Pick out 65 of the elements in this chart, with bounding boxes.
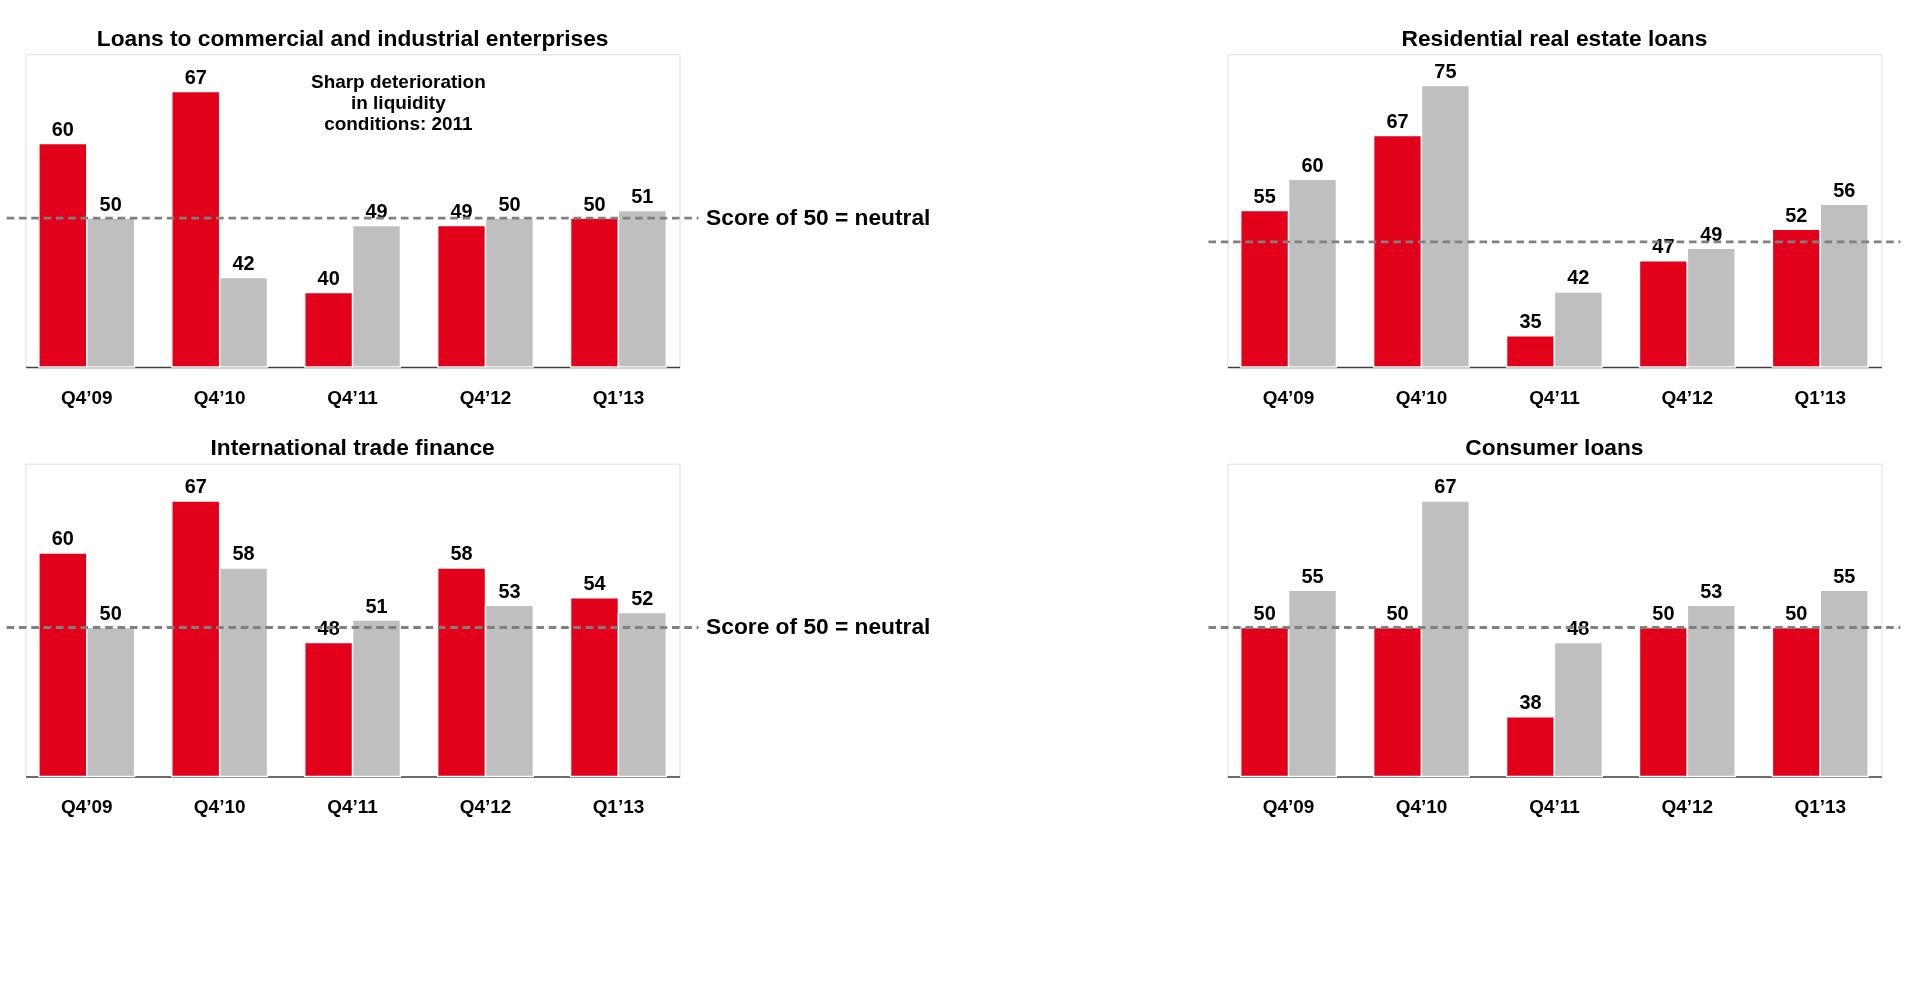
data-label: 50 [498, 192, 521, 215]
data-label: 50 [1785, 601, 1808, 624]
chart-title: Residential real estate loans [1401, 24, 1708, 51]
x-tick-label: Q4’10 [1395, 795, 1448, 817]
chart-title: Loans to commercial and industrial enterprises [96, 24, 609, 51]
data-label: 42 [232, 252, 255, 275]
x-tick-label: Q4’10 [193, 795, 246, 817]
data-label: 58 [232, 542, 255, 565]
data-label: 47 [1652, 235, 1675, 258]
data-label: 38 [1519, 691, 1542, 714]
data-label: 58 [450, 542, 473, 565]
x-tick-label: Q4’09 [60, 386, 113, 408]
annotation: Sharp deterioration in liquidity conditions: 2011 [311, 71, 486, 135]
x-tick-label: Q4’12 [459, 386, 512, 408]
data-label: 50 [99, 192, 122, 215]
data-label: 55 [1253, 185, 1276, 208]
x-tick-label: Q4’09 [60, 795, 113, 817]
x-tick-label: Q4’11 [327, 795, 378, 817]
data-label: 54 [583, 572, 606, 595]
chart-title: Consumer loans [1465, 434, 1644, 461]
x-tick-label: Q4’12 [1661, 795, 1714, 817]
data-label: 50 [99, 601, 122, 624]
data-label: 60 [51, 118, 74, 141]
data-label: 67 [184, 475, 207, 498]
x-tick-label: Q1’13 [1794, 795, 1847, 817]
x-tick-label: Q4’11 [1529, 386, 1580, 408]
x-tick-label: Q4’11 [1529, 795, 1580, 817]
chart-title: International trade finance [210, 434, 495, 461]
data-label: 49 [1700, 222, 1723, 245]
data-label: 53 [1700, 579, 1723, 602]
ref-line-label: Score of 50 = neutral [706, 613, 931, 640]
data-label: 49 [450, 199, 473, 222]
x-tick-label: Q4’11 [327, 386, 378, 408]
data-label: 60 [1301, 153, 1324, 176]
x-tick-label: Q1’13 [592, 386, 645, 408]
data-label: 56 [1833, 178, 1856, 201]
data-label: 53 [498, 579, 521, 602]
data-label: 60 [51, 527, 74, 550]
x-tick-label: Q4’10 [1395, 386, 1448, 408]
data-label: 50 [1652, 601, 1675, 624]
data-label: 52 [1785, 203, 1808, 226]
x-tick-label: Q4’09 [1262, 795, 1315, 817]
data-label: 35 [1519, 310, 1542, 333]
data-label: 52 [631, 587, 654, 610]
data-label: 50 [583, 192, 606, 215]
data-label: 42 [1567, 266, 1590, 289]
data-label: 50 [1386, 601, 1409, 624]
ref-line-label: Score of 50 = neutral [706, 203, 931, 230]
data-label: 40 [317, 266, 340, 289]
x-tick-label: Q4’10 [193, 386, 246, 408]
x-tick-label: Q1’13 [592, 795, 645, 817]
data-label: 51 [365, 594, 388, 617]
data-label: 55 [1301, 564, 1324, 587]
data-label: 49 [365, 199, 388, 222]
data-label: 75 [1434, 59, 1457, 82]
data-label: 67 [1386, 109, 1409, 132]
x-tick-label: Q4’12 [1661, 386, 1714, 408]
data-label: 51 [631, 185, 654, 208]
x-tick-label: Q1’13 [1794, 386, 1847, 408]
data-label: 55 [1833, 564, 1856, 587]
data-label: 67 [184, 65, 207, 88]
data-label: 67 [1434, 475, 1457, 498]
x-tick-label: Q4’09 [1262, 386, 1315, 408]
x-tick-label: Q4’12 [459, 795, 512, 817]
data-label: 50 [1253, 601, 1276, 624]
